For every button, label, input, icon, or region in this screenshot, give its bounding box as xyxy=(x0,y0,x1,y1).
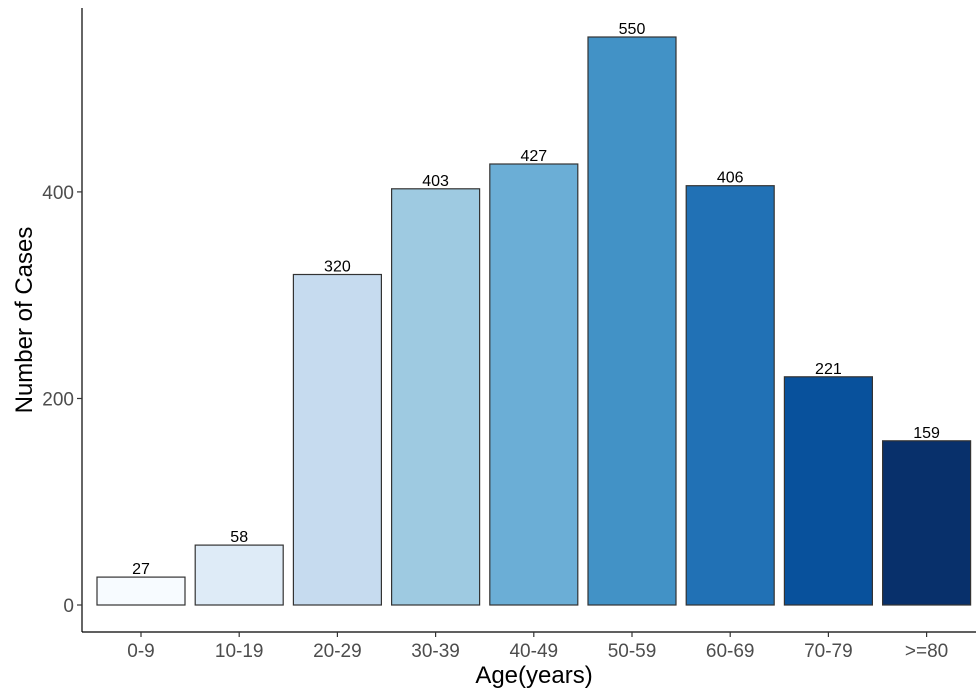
data-label-4: 403 xyxy=(422,173,449,190)
x-tick-label-3: 20-29 xyxy=(313,641,362,662)
bar-7 xyxy=(685,185,775,606)
bar-9 xyxy=(881,440,972,606)
bar-8 xyxy=(783,376,874,606)
bar-3 xyxy=(292,273,382,606)
data-label-8: 221 xyxy=(815,361,842,378)
x-tick-label-8: 70-79 xyxy=(804,641,853,662)
x-tick-label-9: >=80 xyxy=(905,641,948,662)
bar-5 xyxy=(489,163,579,606)
bar-4 xyxy=(391,188,481,606)
x-tick-label-4: 30-39 xyxy=(411,641,460,662)
data-labels-group: 27 58 320 403 427 550 406 221 159 xyxy=(132,21,940,578)
y-axis-title: Number of Cases xyxy=(11,227,38,414)
x-tick-label-6: 50-59 xyxy=(608,641,657,662)
bar-2 xyxy=(194,544,284,606)
bar-1 xyxy=(96,576,186,606)
x-tick-label-1: 0-9 xyxy=(127,641,154,662)
data-label-6: 550 xyxy=(619,21,646,38)
y-ticks-group: 0 200 400 xyxy=(42,183,82,617)
x-tick-label-7: 60-69 xyxy=(706,641,755,662)
bars-group xyxy=(96,36,972,606)
data-label-1: 27 xyxy=(132,561,150,578)
x-axis-title: Age(years) xyxy=(475,662,592,689)
x-ticks-group: 0-9 10-19 20-29 30-39 40-49 50-59 60-69 70-79 >=… xyxy=(127,632,948,662)
x-tick-label-5: 40-49 xyxy=(509,641,558,662)
data-label-9: 159 xyxy=(913,425,940,442)
bar-6 xyxy=(587,36,677,606)
data-label-5: 427 xyxy=(520,148,547,165)
data-label-2: 58 xyxy=(230,529,248,546)
data-label-3: 320 xyxy=(324,259,351,276)
x-tick-label-2: 10-19 xyxy=(215,641,264,662)
y-tick-label-3: 400 xyxy=(42,183,74,204)
y-tick-label-2: 200 xyxy=(42,390,74,411)
y-tick-label-1: 0 xyxy=(63,596,74,617)
data-label-7: 406 xyxy=(717,170,744,187)
